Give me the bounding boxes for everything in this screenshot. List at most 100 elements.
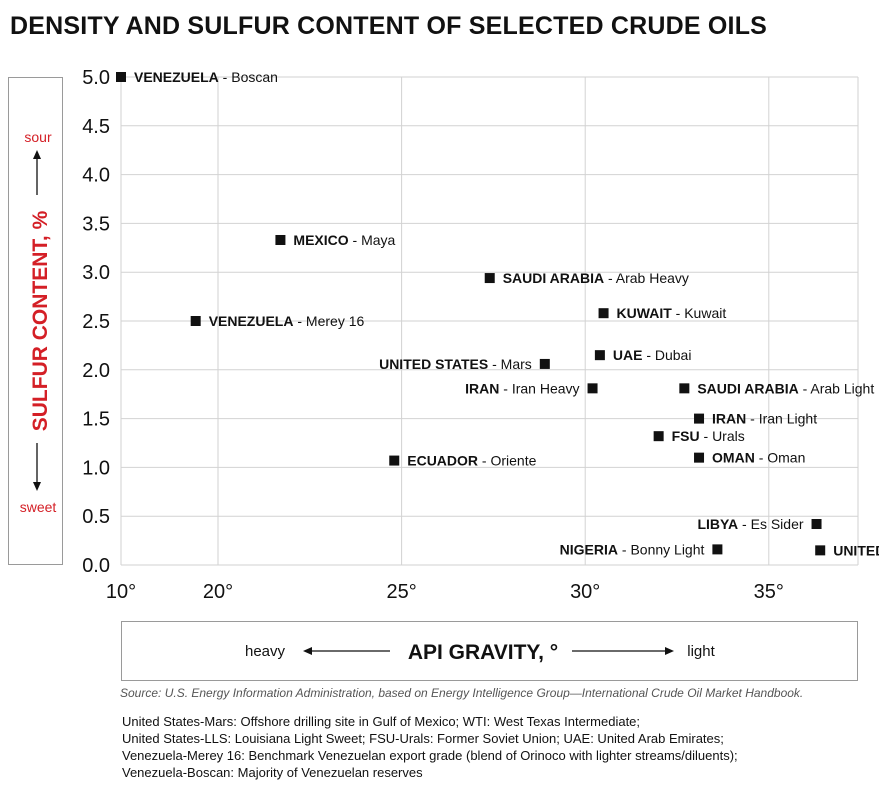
footnotes: United States-Mars: Offshore drilling si… xyxy=(122,713,738,781)
point-marker xyxy=(275,234,286,245)
scatter-chart: 10°20°25°30°35°40°45°50° 0.00.51.01.52.0… xyxy=(20,67,879,664)
point-marker xyxy=(811,519,822,530)
point-label: VENEZUELA - Merey 16 xyxy=(209,313,365,329)
x-axis-title: API GRAVITY, ° xyxy=(408,641,558,664)
y-arrow-up-icon xyxy=(33,150,41,159)
data-point: LIBYA - Es Sider xyxy=(697,516,822,532)
point-crude: - Merey 16 xyxy=(293,313,364,329)
point-crude: - Kuwait xyxy=(672,305,727,321)
data-point: SAUDI ARABIA - Arab Light xyxy=(679,380,874,396)
point-marker xyxy=(389,455,400,466)
data-point: UNITED STATES - LLS xyxy=(815,542,879,558)
chart-title: DENSITY AND SULFUR CONTENT OF SELECTED C… xyxy=(10,12,768,40)
y-tick-label: 1.5 xyxy=(82,409,110,431)
point-crude: - Oriente xyxy=(478,453,537,469)
point-country: SAUDI ARABIA xyxy=(503,270,604,286)
point-marker xyxy=(694,452,705,463)
point-label: IRAN - Iran Heavy xyxy=(465,380,579,396)
point-marker xyxy=(190,316,201,326)
point-country: MEXICO xyxy=(293,232,348,248)
point-label: IRAN - Iran Light xyxy=(712,411,817,427)
x-annotation-heavy: heavy xyxy=(245,643,286,660)
point-crude: - Boscan xyxy=(219,69,278,85)
point-crude: - Iran Light xyxy=(746,411,817,427)
point-country: KUWAIT xyxy=(617,305,673,321)
point-label: VENEZUELA - Boscan xyxy=(134,69,278,85)
y-tick-label: 1.0 xyxy=(82,457,110,479)
data-point: MEXICO - Maya xyxy=(275,232,396,248)
x-annotation-light: light xyxy=(687,643,715,660)
y-tick-label: 0.0 xyxy=(82,555,110,577)
point-marker xyxy=(539,358,550,369)
point-country: ECUADOR xyxy=(407,453,478,469)
point-country: IRAN xyxy=(712,411,746,427)
point-label: FSU - Urals xyxy=(672,428,745,444)
y-axis-title: SULFUR CONTENT, % xyxy=(29,210,52,431)
data-point: UNITED STATES - Mars xyxy=(379,356,550,372)
data-point: UAE - Dubai xyxy=(594,347,691,363)
point-marker xyxy=(694,413,705,424)
point-label: KUWAIT - Kuwait xyxy=(617,305,727,321)
point-crude: - Arab Light xyxy=(799,380,875,396)
point-country: SAUDI ARABIA xyxy=(697,380,798,396)
footnote-line: Venezuela-Merey 16: Benchmark Venezuelan… xyxy=(122,748,738,763)
y-annotation-sweet: sweet xyxy=(20,499,57,515)
point-label: UNITED STATES - Mars xyxy=(379,356,532,372)
point-label: OMAN - Oman xyxy=(712,450,805,466)
x-tick-label: 20° xyxy=(203,581,233,603)
point-marker xyxy=(587,383,598,394)
point-country: UAE xyxy=(613,347,643,363)
y-tick-label: 5.0 xyxy=(82,67,110,89)
point-country: UNITED STATES xyxy=(833,542,879,558)
point-marker xyxy=(653,431,664,442)
data-point: IRAN - Iran Light xyxy=(694,411,817,427)
point-crude: - Maya xyxy=(349,232,396,248)
x-axis-label-box xyxy=(121,621,858,681)
x-arrow-left-icon xyxy=(303,647,312,655)
point-country: VENEZUELA xyxy=(134,69,219,85)
point-label: MEXICO - Maya xyxy=(293,232,395,248)
point-crude: - Dubai xyxy=(642,347,691,363)
point-marker xyxy=(598,308,609,319)
y-annotation-sour: sour xyxy=(24,129,52,145)
y-tick-label: 4.0 xyxy=(82,165,110,187)
footnote-line: United States-Mars: Offshore drilling si… xyxy=(122,714,641,729)
data-point: NIGERIA - Bonny Light xyxy=(560,541,723,557)
data-point: SAUDI ARABIA - Arab Heavy xyxy=(484,270,689,286)
point-marker xyxy=(815,545,826,556)
y-tick-label: 3.0 xyxy=(82,262,110,284)
y-tick-labels: 0.0 0.5 1.0 1.5 2.0 2.5 3.0 3.5 4.0 4.5 5.0 xyxy=(82,67,110,577)
point-crude: - Arab Heavy xyxy=(604,270,689,286)
y-tick-label: 2.5 xyxy=(82,311,110,333)
source-note: Source: U.S. Energy Information Administ… xyxy=(120,686,804,700)
y-tick-label: 2.0 xyxy=(82,360,110,382)
x-tick-label: 25° xyxy=(386,581,416,603)
point-crude: - Es Sider xyxy=(738,516,804,532)
y-arrow-down-icon xyxy=(33,482,41,491)
x-tick-labels: 10°20°25°30°35°40°45°50° xyxy=(106,581,784,603)
point-marker xyxy=(484,273,495,284)
data-point: VENEZUELA - Merey 16 xyxy=(190,313,365,329)
x-arrow-right-icon xyxy=(665,647,674,655)
point-country: FSU xyxy=(672,428,700,444)
point-marker xyxy=(712,544,723,555)
point-crude: - Mars xyxy=(488,356,532,372)
point-country: NIGERIA xyxy=(560,541,618,557)
point-label: SAUDI ARABIA - Arab Light xyxy=(697,380,874,396)
point-marker xyxy=(594,350,605,361)
point-country: OMAN xyxy=(712,450,755,466)
point-country: IRAN xyxy=(465,380,499,396)
point-country: VENEZUELA xyxy=(209,313,294,329)
x-tick-label: 30° xyxy=(570,581,600,603)
point-country: LIBYA xyxy=(697,516,738,532)
point-crude: - Urals xyxy=(700,428,745,444)
point-label: LIBYA - Es Sider xyxy=(697,516,803,532)
y-tick-label: 3.5 xyxy=(82,213,110,235)
point-label: ECUADOR - Oriente xyxy=(407,453,536,469)
point-label: NIGERIA - Bonny Light xyxy=(560,541,705,557)
footnote-line: United States-LLS: Louisiana Light Sweet… xyxy=(122,731,724,746)
footnote-line: Venezuela-Boscan: Majority of Venezuelan… xyxy=(122,765,423,780)
point-country: UNITED STATES xyxy=(379,356,488,372)
point-marker xyxy=(679,383,690,394)
point-label: SAUDI ARABIA - Arab Heavy xyxy=(503,270,689,286)
